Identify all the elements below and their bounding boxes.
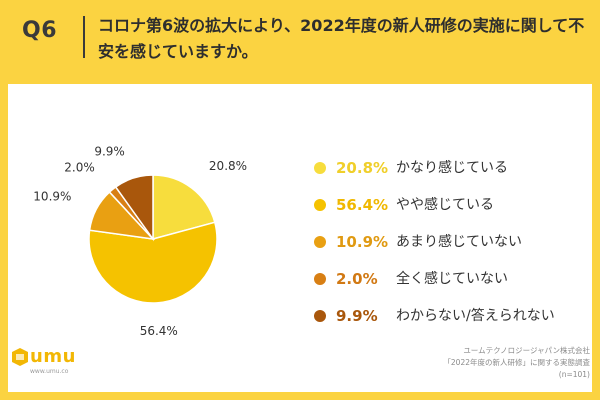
legend-swatch	[314, 310, 326, 322]
logo-wordmark: umu	[30, 346, 76, 367]
legend-percent: 2.0%	[336, 270, 378, 288]
source-line: 「2022年度の新人研修」に関する実態調査	[443, 358, 590, 367]
logo-url: www.umu.co	[30, 368, 69, 375]
legend-swatch	[314, 162, 326, 174]
pie-data-label: 2.0%	[64, 161, 95, 175]
source-line: (n=101)	[558, 370, 590, 379]
chart-panel: 20.8% 56.4% 10.9% 2.0% 9.9% 20.8% かなり感じている 5…	[8, 84, 592, 392]
source-note: ユームテクノロジージャパン株式会社 「2022年度の新人研修」に関する実態調査 …	[443, 345, 590, 381]
legend-label: やや感じている	[396, 197, 494, 213]
legend-label: あまり感じていない	[396, 234, 522, 250]
legend-label: かなり感じている	[396, 160, 508, 176]
source-line: ユームテクノロジージャパン株式会社	[463, 346, 590, 355]
question-number: Q6	[22, 18, 58, 43]
legend-percent: 20.8%	[336, 159, 389, 177]
pie-chart: 20.8% 56.4% 10.9% 2.0% 9.9%	[33, 144, 247, 338]
pie-data-label: 20.8%	[209, 159, 247, 173]
pie-slice	[152, 174, 216, 240]
legend-percent: 56.4%	[336, 196, 389, 214]
question-divider	[83, 16, 85, 58]
pie-data-label: 10.9%	[33, 189, 71, 203]
umu-logo-icon	[12, 348, 28, 366]
pie-slice	[114, 174, 154, 242]
pie-data-label: 9.9%	[94, 144, 125, 158]
legend-label: 全く感じていない	[396, 271, 508, 287]
pie-slice	[88, 221, 218, 304]
legend-label: わからない/答えられない	[396, 308, 555, 324]
legend-swatch	[314, 199, 326, 211]
legend-swatch	[314, 273, 326, 285]
question-header: Q6 コロナ第6波の拡大により、2022年度の新人研修の実施に関して不安を感じて…	[0, 0, 600, 80]
umu-logo: umu www.umu.co	[12, 346, 75, 376]
pie-data-label: 56.4%	[140, 324, 178, 338]
question-text: コロナ第6波の拡大により、2022年度の新人研修の実施に関して不安を感じています…	[98, 16, 585, 61]
legend-swatch	[314, 236, 326, 248]
legend-percent: 9.9%	[336, 307, 378, 325]
legend-percent: 10.9%	[336, 233, 389, 251]
